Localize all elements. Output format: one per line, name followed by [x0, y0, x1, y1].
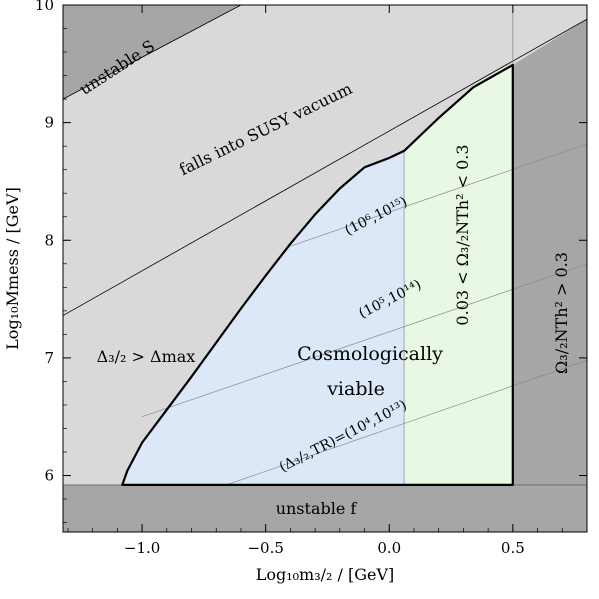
x-tick-label: 0.5	[501, 539, 525, 557]
omega-excluded-region	[512, 5, 587, 532]
region-label-cosmo-line-2: viable	[326, 378, 385, 400]
x-tick-label: −1.0	[124, 539, 160, 557]
region-label-delta-max: Δ₃/₂ > Δmax	[97, 347, 196, 366]
x-tick-label: −0.5	[247, 539, 283, 557]
region-label-cosmo-line-1: Cosmologically	[297, 343, 443, 365]
region-label-omega-range: 0.03 < Ω₃/₂NTh² < 0.3	[453, 144, 472, 325]
contour-line-0	[226, 359, 587, 486]
viable-region-green	[404, 65, 513, 485]
susy-vacuum-strip	[512, 5, 587, 65]
x-tick-label: 0.0	[377, 539, 401, 557]
unstable-S-line	[63, 5, 242, 100]
region-label-omega-large: Ω₃/₂NTh² > 0.3	[552, 252, 571, 374]
viable-boundary	[121, 63, 514, 486]
axes: −1.0 −0.5 0.0 0.5 6 7 8 9 10 Log₁₀m₃/₂ / [GeV] Log…	[3, 0, 588, 584]
unstable-f-region	[63, 484, 587, 532]
region-label-unstable-f: unstable f	[276, 499, 358, 518]
y-axis-label: Log₁₀Mmess / [GeV]	[3, 187, 22, 350]
viable-region-blue	[122, 150, 405, 485]
y-tick-label: 10	[35, 0, 54, 14]
plot-area	[63, 5, 587, 532]
x-axis-label: Log₁₀m₃/₂ / [GeV]	[256, 565, 395, 584]
y-tick-label: 7	[44, 349, 54, 367]
plot-frame	[62, 4, 588, 533]
susy-vacuum-line	[63, 18, 587, 316]
y-tick-label: 9	[44, 114, 54, 132]
y-tick-label: 8	[44, 231, 54, 249]
y-tick-label: 6	[44, 467, 54, 485]
contour-line-2	[290, 143, 587, 247]
